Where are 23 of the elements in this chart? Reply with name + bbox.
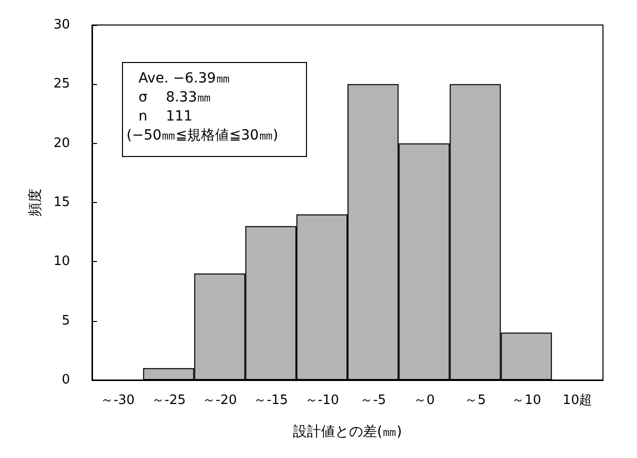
y-tick-label: 30 <box>53 18 70 32</box>
x-tick-label: ～-15 <box>254 393 288 408</box>
x-tick-label: ～-5 <box>360 393 386 408</box>
y-tick-label: 5 <box>62 313 70 328</box>
y-tick-label: 15 <box>53 195 70 210</box>
y-axis-title: 頻度 <box>28 188 44 216</box>
x-axis-title: 設計値との差(㎜) <box>293 424 402 440</box>
x-tick-label: ～-10 <box>304 393 340 408</box>
annotation: Ave. −6.39㎜ <box>138 70 230 86</box>
x-tick-label: 10超 <box>562 393 592 408</box>
x-tick-label: ～-30 <box>100 393 135 408</box>
x-tick-label: ～5 <box>464 393 486 408</box>
x-tick-label: ～-25 <box>152 393 186 408</box>
x-tick-label: ～-20 <box>202 393 237 408</box>
annotation: σ 8.33㎜ <box>138 90 211 106</box>
x-tick-label: ～10 <box>512 393 542 408</box>
annotation: n 111 <box>138 108 193 124</box>
x-tick-label: ～0 <box>414 393 435 408</box>
y-tick-label: 25 <box>53 76 70 92</box>
annotation: (−50㎜≦規格値≦30㎜) <box>126 128 278 144</box>
y-tick-label: 0 <box>62 372 70 388</box>
y-tick-label: 20 <box>53 136 70 151</box>
y-tick-label: 10 <box>53 254 70 270</box>
